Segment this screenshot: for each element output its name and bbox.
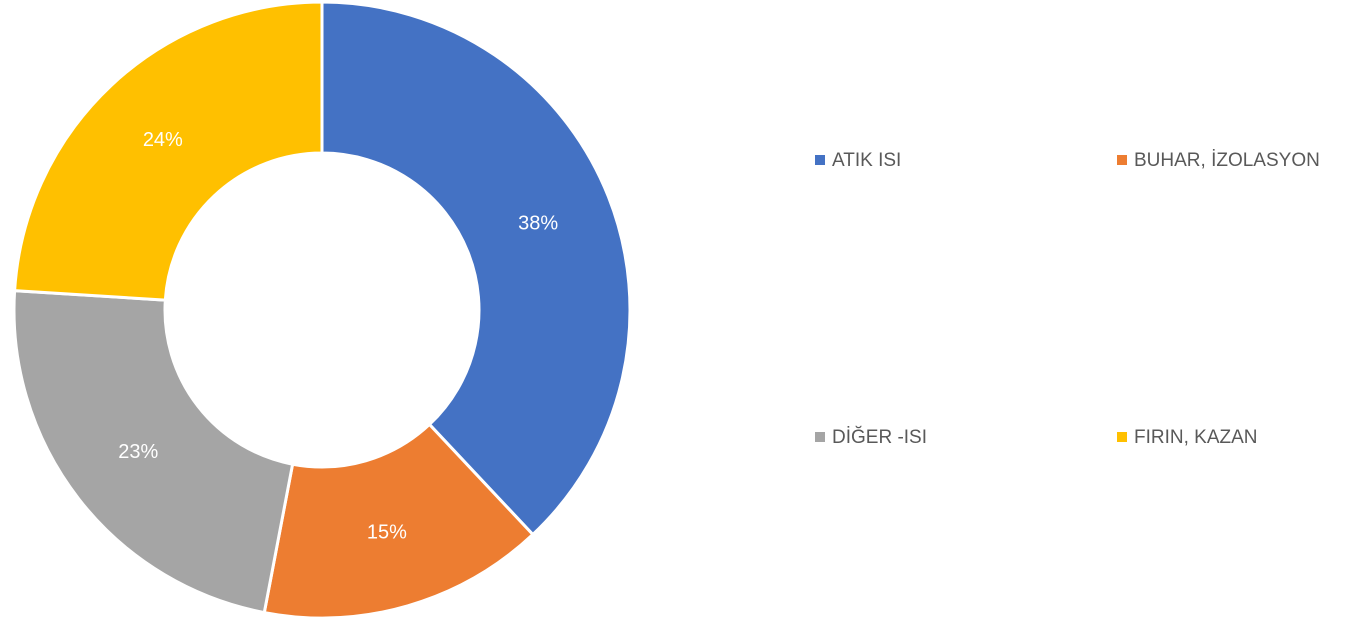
legend-label: ATIK ISI <box>832 150 901 171</box>
legend-label: BUHAR, İZOLASYON <box>1134 150 1320 171</box>
slice <box>13 0 324 302</box>
legend-swatch <box>1117 432 1127 442</box>
slice <box>262 422 535 618</box>
legend-swatch <box>815 155 825 165</box>
data-label: 15% <box>367 522 407 544</box>
slice <box>12 289 295 615</box>
legend-swatch <box>815 432 825 442</box>
legend-label: DİĞER -ISI <box>832 426 927 448</box>
legend-swatch <box>1117 155 1127 165</box>
slice <box>320 0 632 537</box>
data-label: 24% <box>143 129 183 151</box>
data-label: 23% <box>118 441 158 463</box>
legend-label: FIRIN, KAZAN <box>1134 427 1258 448</box>
data-label: 38% <box>518 213 558 235</box>
